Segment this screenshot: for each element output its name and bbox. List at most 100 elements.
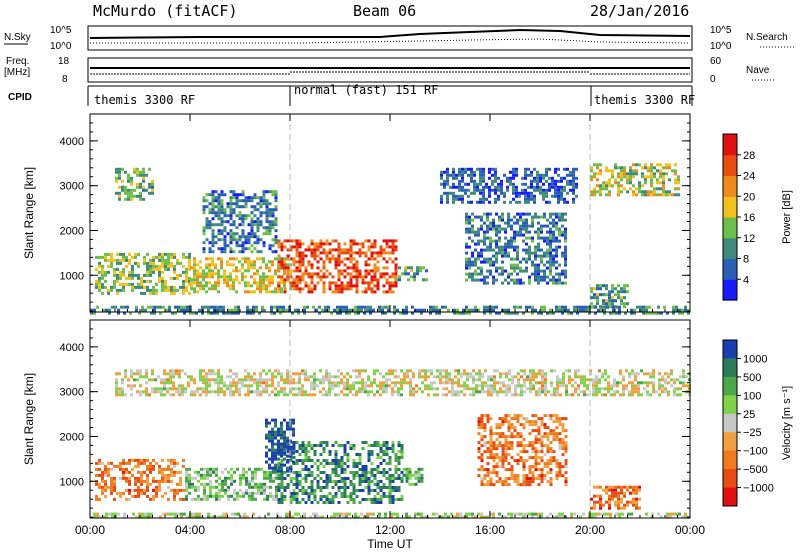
power-echo-cell <box>513 269 516 273</box>
velocity-echo-cell <box>313 495 317 498</box>
velocity-echo-cell <box>122 476 125 480</box>
power-echo-cell <box>647 166 650 170</box>
power-echo-cell <box>596 293 599 297</box>
velocity-echo-cell <box>343 471 347 474</box>
velocity-echo-cell <box>101 491 104 495</box>
velocity-echo-cell <box>221 488 224 492</box>
velocity-echo-cell <box>289 480 293 483</box>
power-echo-cell <box>123 305 126 309</box>
velocity-echo-cell <box>310 465 314 468</box>
power-echo-cell <box>558 305 561 309</box>
velocity-echo-cell <box>178 384 181 388</box>
power-echo-cell <box>470 179 473 183</box>
velocity-echo-cell <box>424 387 427 391</box>
power-echo-cell <box>665 166 668 170</box>
velocity-echo-cell <box>322 459 326 462</box>
velocity-echo-cell <box>232 384 235 388</box>
velocity-echo-cell <box>477 432 481 436</box>
velocity-echo-cell <box>534 441 538 445</box>
power-echo-cell <box>295 275 299 279</box>
power-echo-cell <box>98 264 101 268</box>
power-echo-cell <box>614 166 617 170</box>
velocity-echo-cell <box>274 387 277 391</box>
power-echo-cell <box>246 305 249 309</box>
velocity-echo-cell <box>331 498 335 501</box>
power-echo-cell <box>324 305 327 309</box>
power-echo-cell <box>223 250 227 254</box>
power-echo-cell <box>253 281 256 285</box>
power-echo-cell <box>217 214 221 218</box>
power-echo-cell <box>623 305 626 309</box>
power-echo-cell <box>137 264 140 268</box>
power-echo-cell <box>262 241 266 245</box>
power-echo-cell <box>261 305 264 309</box>
power-echo-cell <box>483 281 486 285</box>
power-echo-cell <box>665 172 668 176</box>
velocity-echo-cell <box>307 471 311 474</box>
power-echo-cell <box>566 167 569 171</box>
power-echo-cell <box>217 199 221 203</box>
power-echo-cell <box>483 260 486 264</box>
velocity-echo-cell <box>304 375 307 379</box>
power-echo-cell <box>528 251 531 255</box>
power-echo-cell <box>479 182 482 186</box>
velocity-echo-cell <box>200 467 203 471</box>
power-echo-cell <box>385 266 389 270</box>
velocity-echo-cell <box>115 378 118 382</box>
velocity-echo-cell <box>206 476 209 480</box>
power-echo-cell <box>113 258 116 262</box>
velocity-echo-cell <box>601 393 604 397</box>
power-echo-cell <box>525 305 528 309</box>
velocity-echo-cell <box>489 477 493 481</box>
power-echo-cell <box>229 229 233 233</box>
power-echo-cell <box>250 211 254 215</box>
velocity-echo-cell <box>537 429 541 433</box>
power-echo-cell <box>579 305 582 309</box>
velocity-echo-cell <box>528 423 532 427</box>
power-echo-cell <box>247 196 251 200</box>
power-echo-cell <box>540 260 543 264</box>
velocity-echo-cell <box>364 468 368 471</box>
power-echo-cell <box>519 305 522 309</box>
velocity-echo-cell <box>95 494 98 498</box>
power-echo-cell <box>506 176 509 180</box>
velocity-echo-cell <box>667 375 670 379</box>
velocity-echo-cell <box>373 477 377 480</box>
power-echo-cell <box>220 250 224 254</box>
velocity-echo-cell <box>346 387 349 391</box>
power-echo-cell <box>572 179 575 183</box>
power-echo-cell <box>235 266 238 270</box>
velocity-echo-cell <box>400 471 404 474</box>
velocity-echo-cell <box>516 474 520 478</box>
velocity-echo-cell <box>137 461 140 465</box>
power-echo-cell <box>217 238 221 242</box>
power-echo-cell <box>246 311 249 315</box>
power-echo-cell <box>122 285 125 289</box>
power-echo-cell <box>324 308 327 312</box>
velocity-echo-cell <box>391 489 395 492</box>
velocity-echo-cell <box>286 393 289 397</box>
velocity-echo-cell <box>188 467 191 471</box>
power-echo-cell <box>211 196 215 200</box>
velocity-echo-cell <box>507 483 511 487</box>
velocity-echo-cell <box>319 462 323 465</box>
velocity-echo-cell <box>331 471 335 474</box>
power-echo-cell <box>130 191 133 195</box>
power-echo-cell <box>563 188 566 192</box>
power-echo-cell <box>545 179 548 183</box>
velocity-echo-cell <box>408 470 412 474</box>
power-echo-cell <box>555 278 558 282</box>
velocity-echo-cell <box>140 488 143 492</box>
velocity-echo-cell <box>283 390 286 394</box>
power-echo-cell <box>564 254 567 258</box>
power-echo-cell <box>446 182 449 186</box>
power-echo-cell <box>271 226 275 230</box>
power-echo-cell <box>115 191 118 195</box>
power-echo-cell <box>268 211 272 215</box>
power-echo-cell <box>465 221 468 225</box>
velocity-echo-cell <box>472 390 475 394</box>
power-echo-cell <box>235 257 238 261</box>
power-echo-cell <box>617 190 620 194</box>
velocity-echo-cell <box>268 384 271 388</box>
velocity-echo-cell <box>379 384 382 388</box>
